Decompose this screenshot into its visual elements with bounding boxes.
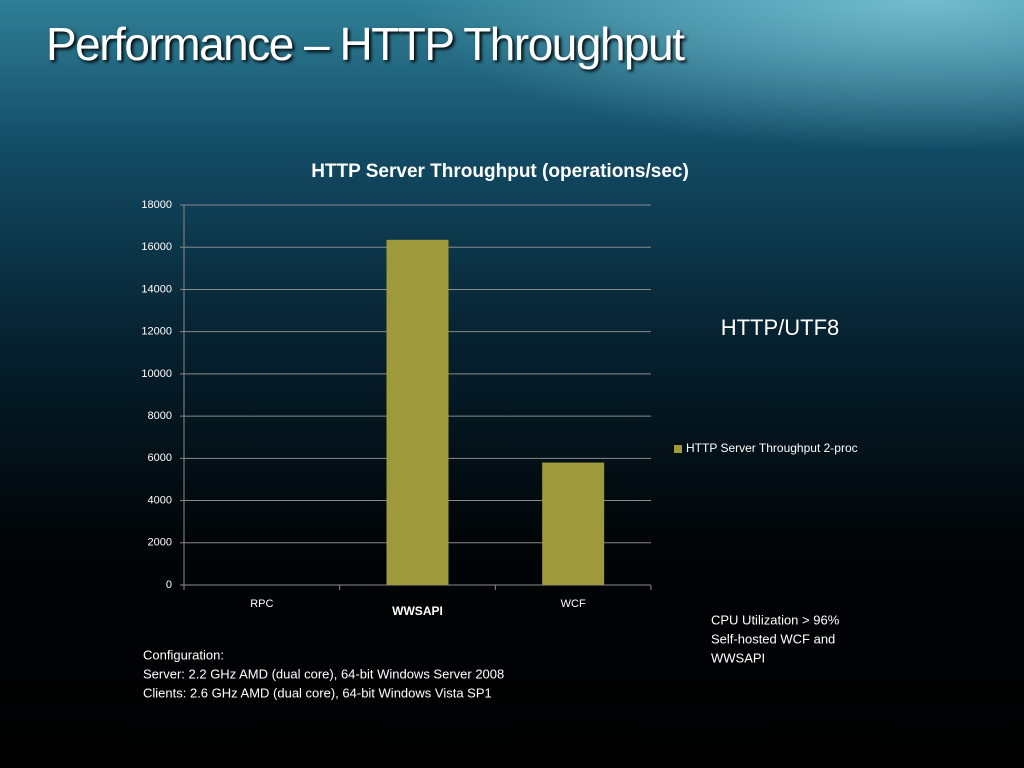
y-tick-label: 4000 [148,494,172,506]
background-glow [0,0,1024,300]
note-line: WWSAPI [711,650,765,665]
y-tick-label: 8000 [148,410,172,422]
y-tick-label: 6000 [148,452,172,464]
y-tick-label: 10000 [141,368,172,380]
config-line: Clients: 2.6 GHz AMD (dual core), 64-bit… [143,685,492,700]
config-line: Configuration: [143,647,224,662]
y-tick-label: 14000 [141,283,172,295]
x-tick-label: WCF [561,598,586,610]
bar [542,462,605,585]
annotation: HTTP/UTF8 [721,315,840,340]
y-tick-label: 16000 [141,241,172,253]
bar [386,239,449,586]
y-tick-label: 12000 [141,326,172,338]
x-tick-label: WWSAPI [392,604,443,618]
y-tick-label: 2000 [148,537,172,549]
legend-swatch [674,445,682,453]
note-line: CPU Utilization > 96% [711,612,840,627]
x-tick-label: RPC [250,598,273,610]
legend-label: HTTP Server Throughput 2-proc [686,441,858,455]
y-tick-label: 0 [166,579,172,591]
chart-title: HTTP Server Throughput (operations/sec) [311,161,689,182]
slide-title: Performance – HTTP Throughput [46,18,685,70]
note-line: Self-hosted WCF and [711,631,835,646]
y-tick-label: 18000 [141,199,172,211]
config-line: Server: 2.2 GHz AMD (dual core), 64-bit … [143,666,504,681]
